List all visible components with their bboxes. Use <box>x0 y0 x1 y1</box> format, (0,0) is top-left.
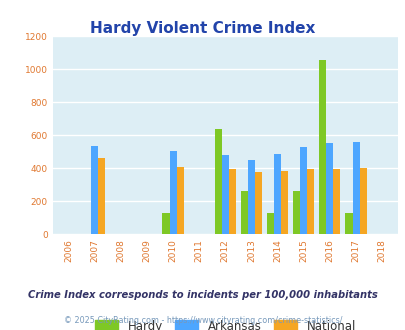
Bar <box>221 155 228 234</box>
Bar <box>214 129 221 234</box>
Bar <box>176 168 183 234</box>
Bar <box>266 213 273 234</box>
Bar <box>240 191 247 234</box>
Bar <box>254 172 261 234</box>
Text: Hardy Violent Crime Index: Hardy Violent Crime Index <box>90 21 315 36</box>
Bar <box>247 160 254 234</box>
Bar <box>280 171 288 234</box>
Bar <box>326 143 333 234</box>
Bar <box>273 154 280 234</box>
Bar <box>228 169 235 234</box>
Bar <box>318 60 326 234</box>
Bar <box>162 213 169 234</box>
Bar <box>333 169 340 234</box>
Bar <box>307 169 313 234</box>
Bar <box>292 191 299 234</box>
Bar <box>352 142 359 234</box>
Bar <box>359 168 366 234</box>
Bar <box>299 147 307 234</box>
Bar <box>169 151 176 234</box>
Text: Crime Index corresponds to incidents per 100,000 inhabitants: Crime Index corresponds to incidents per… <box>28 290 377 300</box>
Text: © 2025 CityRating.com - https://www.cityrating.com/crime-statistics/: © 2025 CityRating.com - https://www.city… <box>64 316 341 325</box>
Bar <box>98 158 105 234</box>
Bar <box>91 146 98 234</box>
Bar <box>345 213 352 234</box>
Legend: Hardy, Arkansas, National: Hardy, Arkansas, National <box>90 315 360 330</box>
